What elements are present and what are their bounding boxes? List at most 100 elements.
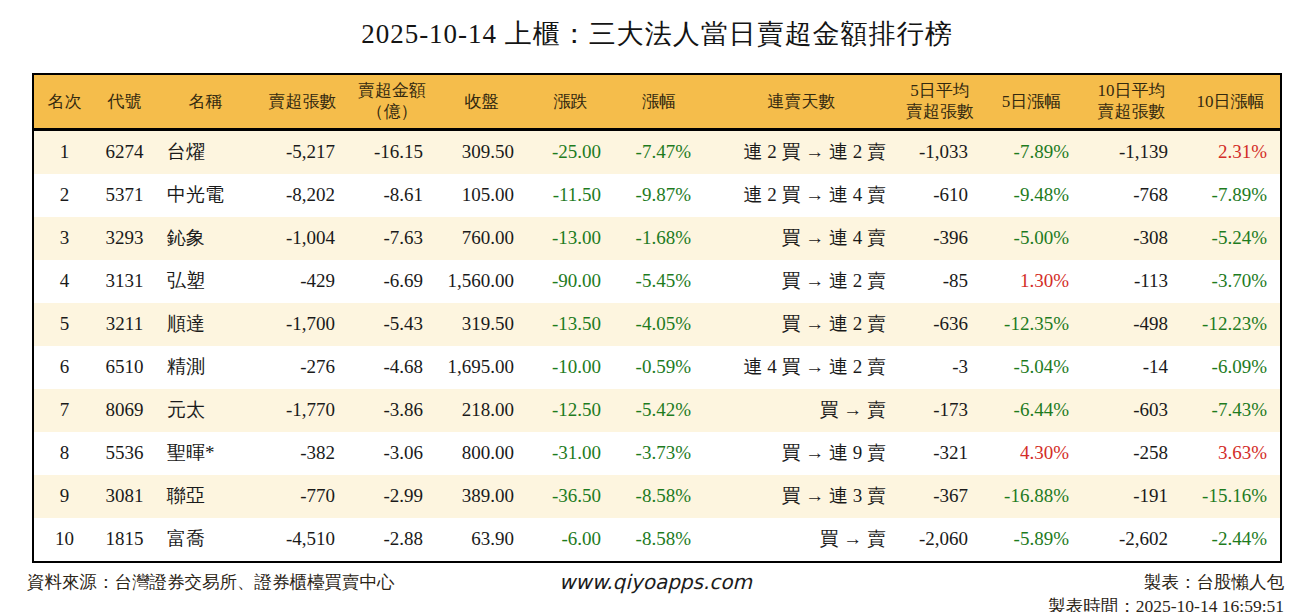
cell-sell-volume: -429 <box>257 260 348 303</box>
cell-streak: 買 → 連 4 賣 <box>704 217 899 260</box>
table-row: 16274台燿-5,217-16.15309.50-25.00-7.47%連 2… <box>33 129 1281 174</box>
cell-rank: 1 <box>33 129 95 174</box>
cell-close: 1,695.00 <box>436 346 527 389</box>
cell-code: 5371 <box>95 174 154 217</box>
cell-name: 聖暉* <box>154 432 257 475</box>
cell-10d-pct: -7.43% <box>1181 389 1281 432</box>
cell-sell-volume: -8,202 <box>257 174 348 217</box>
cell-sell-amount: -8.61 <box>348 174 436 217</box>
cell-avg10-volume: -768 <box>1082 174 1181 217</box>
cell-sell-amount: -4.68 <box>348 346 436 389</box>
cell-code: 8069 <box>95 389 154 432</box>
cell-avg10-volume: -498 <box>1082 303 1181 346</box>
cell-close: 63.90 <box>436 518 527 562</box>
cell-change: -13.50 <box>527 303 614 346</box>
cell-sell-volume: -1,700 <box>257 303 348 346</box>
cell-sell-volume: -1,770 <box>257 389 348 432</box>
cell-avg5-volume: -636 <box>899 303 981 346</box>
cell-name: 台燿 <box>154 129 257 174</box>
cell-streak: 連 4 買 → 連 2 賣 <box>704 346 899 389</box>
cell-5d-pct: -16.88% <box>981 475 1082 518</box>
cell-sell-volume: -5,217 <box>257 129 348 174</box>
report-timestamp: 製表時間：2025-10-14 16:59:51 <box>827 594 1284 612</box>
cell-name: 富喬 <box>154 518 257 562</box>
col-header-avg5-volume: 5日平均 賣超張數 <box>899 74 981 129</box>
col-header-sell-volume: 賣超張數 <box>257 74 348 129</box>
table-row: 43131弘塑-429-6.691,560.00-90.00-5.45%買 → … <box>33 260 1281 303</box>
page-title: 2025-10-14 上櫃：三大法人當日賣超金額排行榜 <box>0 16 1314 52</box>
cell-rank: 3 <box>33 217 95 260</box>
table-row: 25371中光電-8,202-8.61105.00-11.50-9.87%連 2… <box>33 174 1281 217</box>
cell-5d-pct: -5.04% <box>981 346 1082 389</box>
cell-change-pct: -4.05% <box>614 303 704 346</box>
cell-streak: 買 → 連 3 賣 <box>704 475 899 518</box>
cell-10d-pct: 3.63% <box>1181 432 1281 475</box>
cell-avg5-volume: -321 <box>899 432 981 475</box>
cell-rank: 2 <box>33 174 95 217</box>
col-header-name: 名稱 <box>154 74 257 129</box>
cell-rank: 9 <box>33 475 95 518</box>
cell-avg5-volume: -610 <box>899 174 981 217</box>
cell-sell-amount: -2.88 <box>348 518 436 562</box>
cell-5d-pct: 1.30% <box>981 260 1082 303</box>
cell-rank: 8 <box>33 432 95 475</box>
cell-avg5-volume: -1,033 <box>899 129 981 174</box>
cell-name: 中光電 <box>154 174 257 217</box>
cell-streak: 連 2 買 → 連 2 賣 <box>704 129 899 174</box>
cell-rank: 7 <box>33 389 95 432</box>
col-header-streak: 連賣天數 <box>704 74 899 129</box>
cell-close: 760.00 <box>436 217 527 260</box>
cell-avg5-volume: -173 <box>899 389 981 432</box>
cell-change: -36.50 <box>527 475 614 518</box>
cell-5d-pct: -5.89% <box>981 518 1082 562</box>
cell-name: 順達 <box>154 303 257 346</box>
website-text: www.qiyoapps.com <box>559 570 752 594</box>
col-header-change-pct: 漲幅 <box>614 74 704 129</box>
cell-change-pct: -7.47% <box>614 129 704 174</box>
cell-rank: 10 <box>33 518 95 562</box>
col-header-5d-pct: 5日漲幅 <box>981 74 1082 129</box>
table-row: 53211順達-1,700-5.43319.50-13.50-4.05%買 → … <box>33 303 1281 346</box>
cell-rank: 5 <box>33 303 95 346</box>
cell-sell-amount: -3.06 <box>348 432 436 475</box>
table-row: 33293鈊象-1,004-7.63760.00-13.00-1.68%買 → … <box>33 217 1281 260</box>
cell-5d-pct: -7.89% <box>981 129 1082 174</box>
cell-10d-pct: -5.24% <box>1181 217 1281 260</box>
col-header-10d-pct: 10日漲幅 <box>1181 74 1281 129</box>
table-row: 66510精測-276-4.681,695.00-10.00-0.59%連 4 … <box>33 346 1281 389</box>
cell-close: 389.00 <box>436 475 527 518</box>
col-header-rank: 名次 <box>33 74 95 129</box>
cell-10d-pct: -2.44% <box>1181 518 1281 562</box>
table-row: 85536聖暉*-382-3.06800.00-31.00-3.73%買 → 連… <box>33 432 1281 475</box>
cell-close: 319.50 <box>436 303 527 346</box>
cell-code: 1815 <box>95 518 154 562</box>
col-header-close: 收盤 <box>436 74 527 129</box>
cell-change-pct: -3.73% <box>614 432 704 475</box>
cell-sell-amount: -6.69 <box>348 260 436 303</box>
cell-sell-amount: -3.86 <box>348 389 436 432</box>
cell-change-pct: -8.58% <box>614 475 704 518</box>
cell-name: 弘塑 <box>154 260 257 303</box>
cell-change: -25.00 <box>527 129 614 174</box>
table-header: 名次 代號 名稱 賣超張數 賣超金額 （億） 收盤 漲跌 漲幅 連賣天數 5日平… <box>33 74 1281 129</box>
cell-streak: 買 → 賣 <box>704 518 899 562</box>
table-body: 16274台燿-5,217-16.15309.50-25.00-7.47%連 2… <box>33 129 1281 562</box>
cell-10d-pct: -7.89% <box>1181 174 1281 217</box>
cell-change-pct: -8.58% <box>614 518 704 562</box>
cell-streak: 買 → 連 2 賣 <box>704 260 899 303</box>
cell-5d-pct: 4.30% <box>981 432 1082 475</box>
cell-5d-pct: -5.00% <box>981 217 1082 260</box>
cell-streak: 買 → 賣 <box>704 389 899 432</box>
cell-name: 精測 <box>154 346 257 389</box>
table-row: 93081聯亞-770-2.99389.00-36.50-8.58%買 → 連 … <box>33 475 1281 518</box>
cell-10d-pct: -6.09% <box>1181 346 1281 389</box>
cell-avg10-volume: -258 <box>1082 432 1181 475</box>
cell-change-pct: -5.45% <box>614 260 704 303</box>
cell-avg10-volume: -308 <box>1082 217 1181 260</box>
cell-sell-volume: -382 <box>257 432 348 475</box>
cell-code: 3211 <box>95 303 154 346</box>
cell-sell-volume: -4,510 <box>257 518 348 562</box>
cell-change: -10.00 <box>527 346 614 389</box>
cell-avg10-volume: -1,139 <box>1082 129 1181 174</box>
cell-name: 鈊象 <box>154 217 257 260</box>
